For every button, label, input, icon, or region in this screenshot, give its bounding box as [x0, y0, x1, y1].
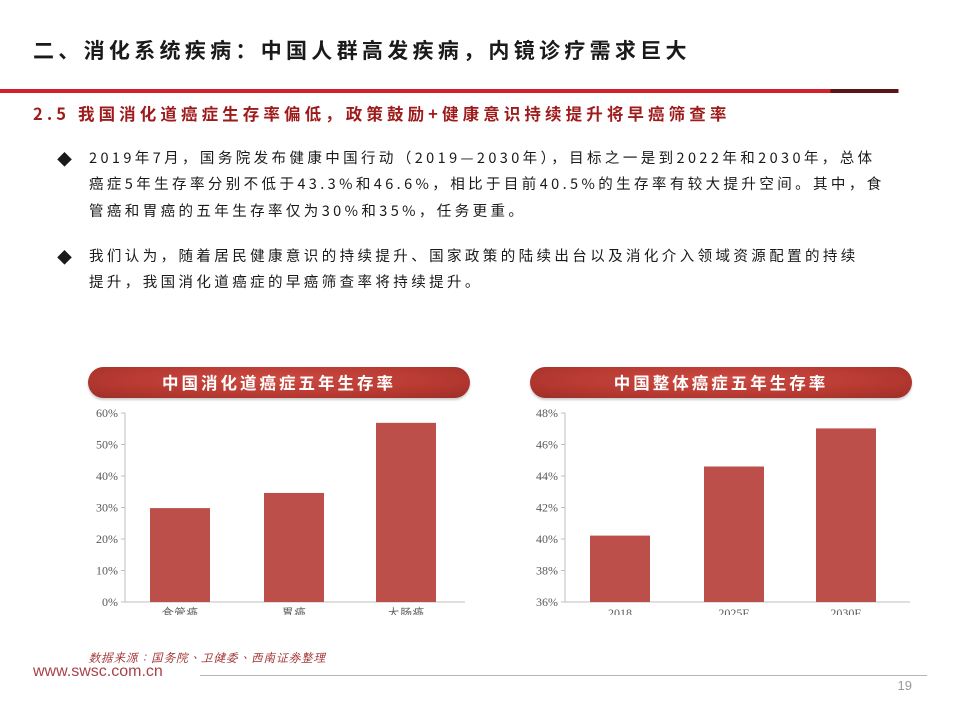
svg-text:10%: 10% — [96, 564, 118, 578]
svg-text:胃癌: 胃癌 — [281, 604, 306, 615]
svg-text:2018: 2018 — [608, 606, 632, 615]
svg-text:20%: 20% — [96, 532, 118, 546]
svg-text:48%: 48% — [536, 406, 558, 420]
svg-text:36%: 36% — [536, 595, 558, 609]
svg-text:46%: 46% — [536, 438, 558, 452]
svg-text:30%: 30% — [96, 501, 118, 515]
svg-text:2025E: 2025E — [718, 606, 749, 615]
svg-text:2030E: 2030E — [830, 606, 861, 615]
svg-text:38%: 38% — [536, 564, 558, 578]
svg-text:42%: 42% — [536, 501, 558, 515]
svg-text:40%: 40% — [96, 469, 118, 483]
svg-text:大肠癌: 大肠癌 — [387, 604, 425, 615]
svg-text:40%: 40% — [536, 532, 558, 546]
svg-text:60%: 60% — [96, 406, 118, 420]
svg-text:食管癌: 食管癌 — [161, 604, 199, 615]
svg-text:44%: 44% — [536, 469, 558, 483]
svg-text:0%: 0% — [102, 595, 118, 609]
svg-text:50%: 50% — [96, 438, 118, 452]
